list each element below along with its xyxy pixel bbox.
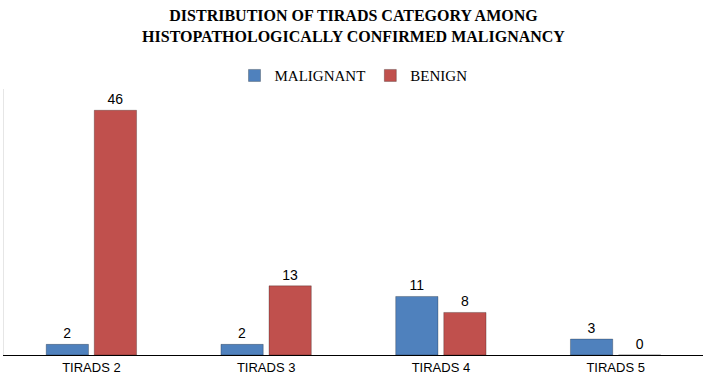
svg-text:TIRADS 4: TIRADS 4 <box>412 360 471 375</box>
svg-text:TIRADS 3: TIRADS 3 <box>237 360 296 375</box>
svg-text:MALIGNANT: MALIGNANT <box>275 68 366 84</box>
svg-text:8: 8 <box>461 293 469 309</box>
svg-text:2: 2 <box>238 325 246 341</box>
svg-text:DISTRIBUTION OF TIRADS CATEGOR: DISTRIBUTION OF TIRADS CATEGORY AMONGHIS… <box>142 7 565 45</box>
svg-text:11: 11 <box>409 277 424 293</box>
svg-text:TIRADS 2: TIRADS 2 <box>62 360 121 375</box>
svg-text:TIRADS 5: TIRADS 5 <box>586 360 645 375</box>
svg-text:3: 3 <box>588 320 596 336</box>
svg-text:BENIGN: BENIGN <box>410 68 467 84</box>
svg-text:46: 46 <box>108 91 124 107</box>
svg-text:13: 13 <box>282 267 298 283</box>
svg-text:2: 2 <box>63 325 71 341</box>
svg-text:0: 0 <box>636 336 644 352</box>
